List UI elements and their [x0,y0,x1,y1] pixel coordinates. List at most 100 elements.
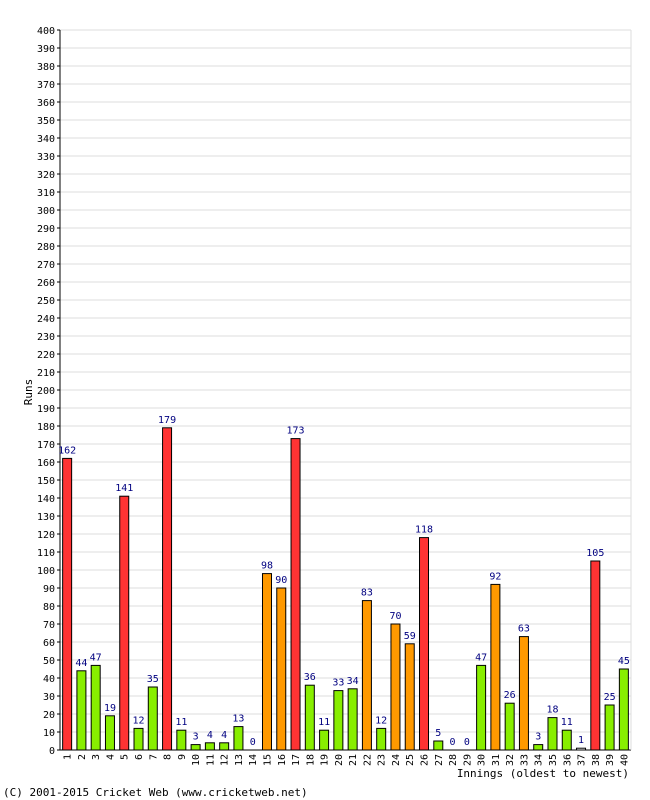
bar-innings-35 [547,717,558,751]
x-tick-label: 9 [177,754,188,760]
value-label: 0 [464,737,470,748]
x-tick-label: 35 [548,754,559,766]
bar-innings-11 [204,742,215,751]
x-tick-label: 17 [291,754,302,766]
y-tick-label: 10 [43,728,55,739]
y-tick-label: 220 [37,350,55,361]
x-tick-label: 28 [448,754,459,766]
x-tick-label: 13 [234,754,245,766]
value-label: 70 [389,611,401,622]
value-label: 44 [75,658,87,669]
value-label: 35 [147,674,159,685]
value-label: 105 [586,548,604,559]
x-tick-label: 14 [248,754,259,766]
y-tick-label: 370 [37,80,55,91]
bar-innings-37 [576,747,587,751]
value-label: 179 [158,415,176,426]
y-tick-label: 270 [37,260,55,271]
x-tick-label: 16 [277,754,288,766]
value-label: 59 [404,631,416,642]
bar-innings-25 [404,643,415,751]
value-label: 162 [58,445,76,456]
value-label: 33 [332,678,344,689]
y-tick-label: 300 [37,206,55,217]
y-tick-label: 340 [37,134,55,145]
y-tick-label: 100 [37,566,55,577]
x-tick-label: 12 [220,754,231,766]
bar-innings-21 [347,688,358,751]
bar-innings-17 [290,438,301,751]
value-label: 36 [304,672,316,683]
y-tick-label: 190 [37,404,55,415]
y-tick-label: 390 [37,44,55,55]
value-label: 5 [435,728,441,739]
y-tick-label: 250 [37,296,55,307]
y-tick-label: 360 [37,98,55,109]
bar-innings-13 [233,726,244,751]
x-tick-label: 33 [519,754,530,766]
bar-innings-22 [361,600,372,751]
bar-innings-34 [533,744,544,751]
y-tick-label: 0 [49,746,55,757]
y-tick-label: 140 [37,494,55,505]
bar-innings-26 [419,537,430,751]
x-tick-label: 1 [63,754,74,760]
value-label: 173 [287,426,305,437]
y-tick-labels: 0 10 20 30 40 50 60 70 80 90 100 110 120 130 140 150 160… [37,26,55,757]
value-label: 18 [546,705,558,716]
x-tick-label: 26 [420,754,431,766]
x-tick-label: 30 [477,754,488,766]
y-tick-label: 180 [37,422,55,433]
bar-innings-5 [119,495,130,751]
y-tick-label: 150 [37,476,55,487]
x-tick-label: 2 [77,754,88,760]
bar-innings-27 [433,740,444,751]
value-label: 141 [115,483,133,494]
value-label: 11 [175,717,187,728]
bar-innings-20 [333,690,344,751]
bar-innings-12 [219,742,230,751]
bar-innings-31 [490,583,501,751]
y-tick-label: 240 [37,314,55,325]
value-label: 11 [318,717,330,728]
bar-innings-16 [276,587,287,751]
x-tick-label: 27 [434,754,445,766]
y-tick-label: 320 [37,170,55,181]
y-tick-label: 20 [43,710,55,721]
value-label: 12 [375,715,387,726]
value-label: 63 [518,624,530,635]
value-label: 12 [132,715,144,726]
x-tick-label: 23 [377,754,388,766]
value-label: 47 [90,652,102,663]
x-tick-label: 29 [462,754,473,766]
y-tick-label: 330 [37,152,55,163]
bar-innings-10 [190,744,201,751]
y-tick-label: 260 [37,278,55,289]
value-label: 0 [450,737,456,748]
bar-innings-3 [90,664,101,751]
grid-lines [60,29,631,751]
value-label: 13 [232,714,244,725]
bar-innings-6 [133,727,144,751]
y-tick-label: 90 [43,584,55,595]
x-tick-label: 37 [577,754,588,766]
y-tick-label: 280 [37,242,55,253]
y-tick-label: 210 [37,368,55,379]
bar-innings-15 [261,573,272,751]
value-label: 1 [578,735,584,746]
x-tick-label: 19 [320,754,331,766]
value-label: 19 [104,703,116,714]
x-tick-label: 10 [191,754,202,766]
y-tick-label: 80 [43,602,55,613]
x-tick-label: 36 [562,754,573,766]
x-tick-label: 6 [134,754,145,760]
x-tick-label: 3 [91,754,102,760]
value-label: 0 [250,737,256,748]
bar-innings-1 [62,457,73,751]
x-tick-label: 18 [305,754,316,766]
value-label: 47 [475,652,487,663]
y-tick-label: 350 [37,116,55,127]
value-label: 3 [535,732,541,743]
